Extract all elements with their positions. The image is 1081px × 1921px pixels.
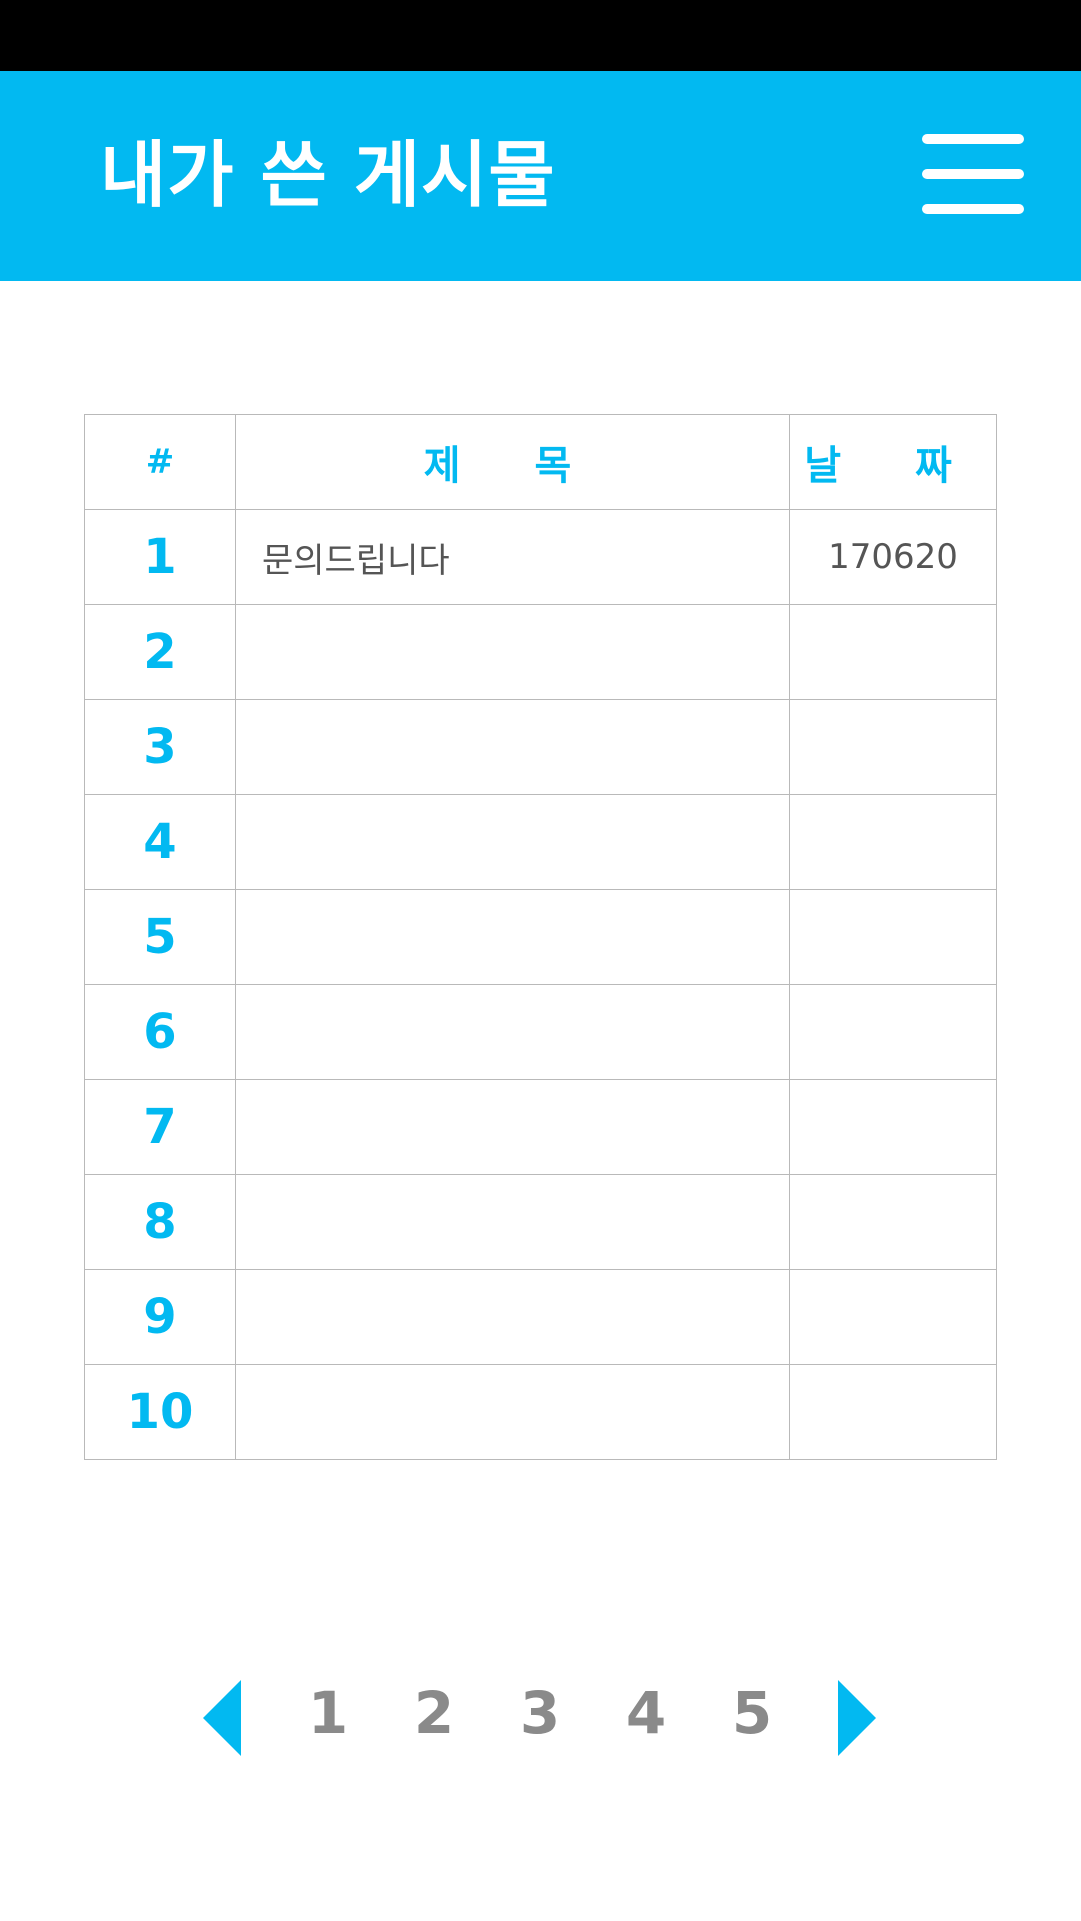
menu-line [922,204,1024,214]
row-date [789,1269,997,1365]
row-date [789,1174,997,1270]
page-number-2[interactable]: 2 [413,1679,455,1747]
hamburger-menu-icon[interactable] [918,134,1026,218]
row-date [789,889,997,985]
row-title[interactable] [235,889,790,985]
table-row[interactable]: 8 [84,1174,997,1270]
row-number: 5 [84,889,236,985]
table-row[interactable]: 7 [84,1079,997,1175]
table-row[interactable]: 9 [84,1269,997,1365]
page-number-1[interactable]: 1 [307,1679,349,1747]
triangle-left-icon[interactable] [203,1680,241,1756]
column-header-title: 제 목 [235,414,790,510]
page-number-5[interactable]: 5 [731,1679,773,1747]
page-number-4[interactable]: 4 [625,1679,667,1747]
row-number: 4 [84,794,236,890]
row-title[interactable] [235,1269,790,1365]
row-date [789,794,997,890]
page-title: 내가 쓴 게시물 [100,133,556,217]
menu-line [922,134,1024,144]
row-date [789,1079,997,1175]
table-row[interactable]: 5 [84,889,997,985]
column-header-number: # [84,414,236,510]
row-number: 7 [84,1079,236,1175]
row-number: 8 [84,1174,236,1270]
table-row[interactable]: 3 [84,699,997,795]
row-title[interactable] [235,604,790,700]
row-title[interactable] [235,1364,790,1460]
row-date [789,984,997,1080]
column-header-date: 날 짜 [789,414,997,510]
row-date [789,1364,997,1460]
table-header-row: # 제 목 날 짜 [84,414,997,510]
table-row[interactable]: 6 [84,984,997,1080]
page-number-3[interactable]: 3 [519,1679,561,1747]
row-number: 6 [84,984,236,1080]
table-row[interactable]: 4 [84,794,997,890]
row-number: 10 [84,1364,236,1460]
status-bar [0,0,1081,71]
table-row[interactable]: 1 문의드립니다 170620 [84,509,997,605]
row-title[interactable] [235,984,790,1080]
app-header: 내가 쓴 게시물 [0,71,1081,281]
row-title[interactable]: 문의드립니다 [235,509,790,605]
table-row[interactable]: 2 [84,604,997,700]
row-number: 2 [84,604,236,700]
row-date [789,699,997,795]
row-number: 1 [84,509,236,605]
menu-line [922,169,1024,179]
table-row[interactable]: 10 [84,1364,997,1460]
pagination: 1 2 3 4 5 [0,1680,1081,1756]
row-title[interactable] [235,794,790,890]
row-number: 3 [84,699,236,795]
row-title[interactable] [235,699,790,795]
row-title[interactable] [235,1174,790,1270]
row-date [789,604,997,700]
post-table: # 제 목 날 짜 1 문의드립니다 170620 2 3 4 [84,414,997,1460]
row-date: 170620 [789,509,997,605]
triangle-right-icon[interactable] [838,1680,876,1756]
row-number: 9 [84,1269,236,1365]
row-title[interactable] [235,1079,790,1175]
